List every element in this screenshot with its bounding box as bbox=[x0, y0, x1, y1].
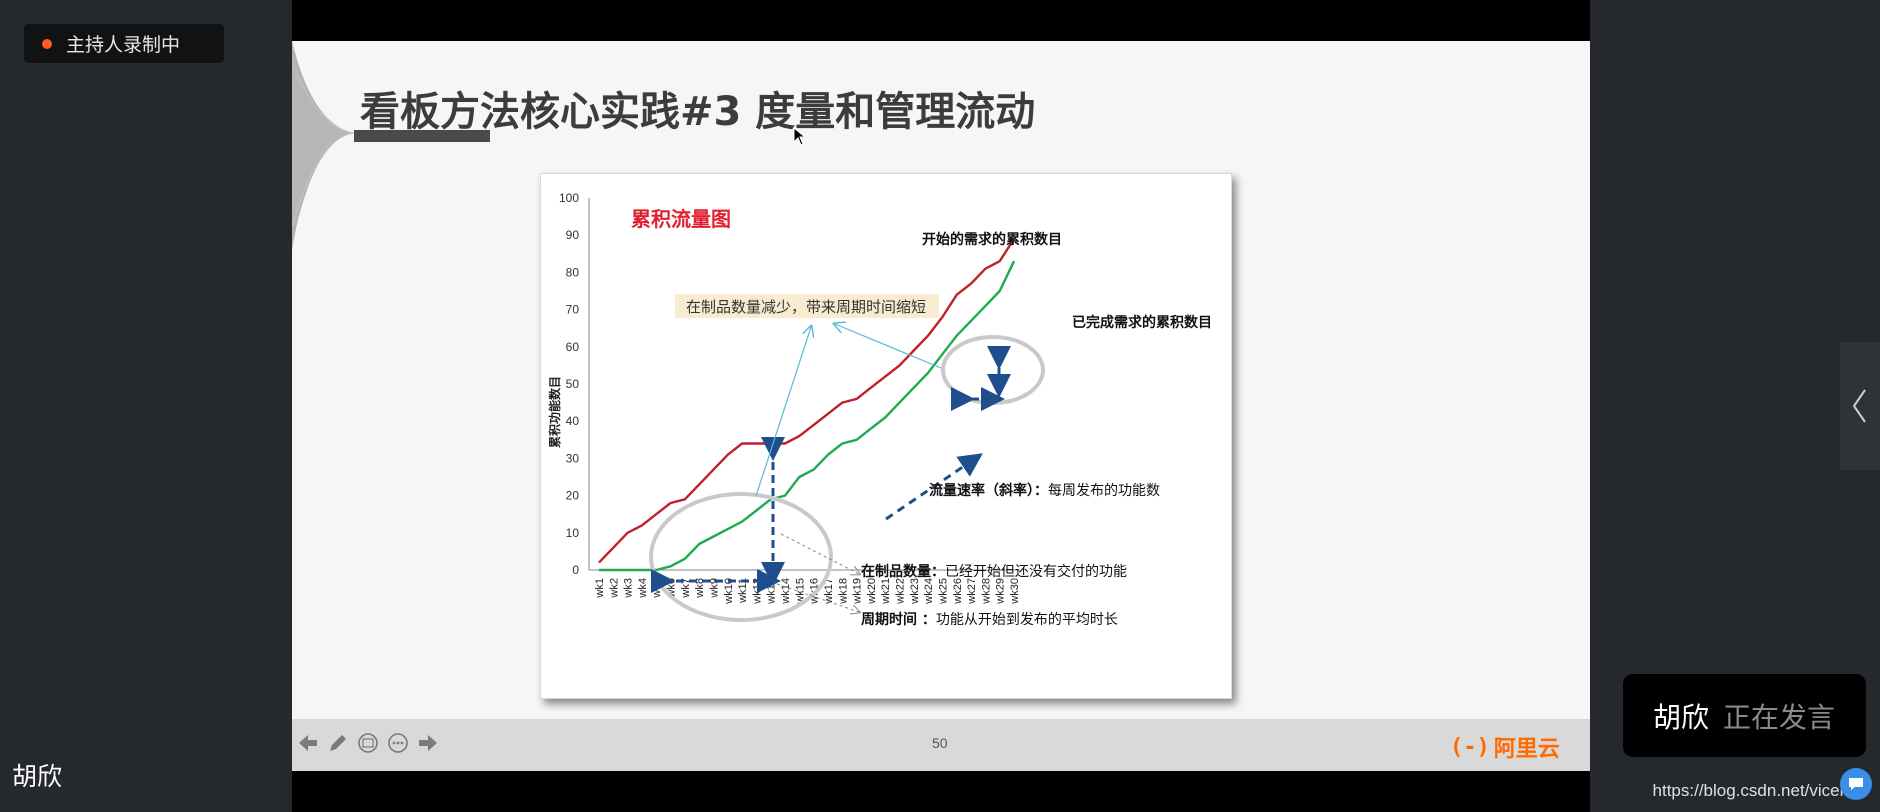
x-tick-label: wk21 bbox=[880, 578, 892, 605]
collapse-panel-button[interactable] bbox=[1840, 342, 1880, 470]
cycle-text: 功能从开始到发布的平均时长 bbox=[936, 612, 1118, 628]
callout-pointer-right bbox=[835, 324, 942, 369]
throughput-arrow bbox=[885, 453, 983, 521]
x-tick-label: wk18 bbox=[837, 578, 849, 605]
y-axis-label: 累积功能数目 bbox=[547, 376, 562, 448]
y-tick-label: 0 bbox=[572, 563, 579, 577]
y-tick-label: 40 bbox=[566, 414, 580, 428]
speaking-indicator: 胡欣 正在发言 bbox=[1623, 674, 1866, 757]
x-tick-label: wk2 bbox=[608, 578, 620, 599]
late-highlight-ellipse bbox=[941, 335, 1045, 405]
cumulative-flow-chart: 0 10 20 30 40 50 60 70 80 90 100 wk1 wk2 wk3 wk4 wk5 wk… bbox=[540, 173, 1232, 699]
page-number: 50 bbox=[932, 735, 948, 751]
speaker-name: 胡欣 bbox=[1653, 700, 1710, 734]
y-tick-label: 80 bbox=[566, 265, 580, 279]
recording-badge[interactable]: 主持人录制中 bbox=[24, 24, 224, 63]
next-slide-arrow-icon[interactable] bbox=[416, 731, 440, 755]
wip-bold: 在制品数量： bbox=[861, 563, 945, 580]
y-tick-label: 10 bbox=[566, 526, 580, 540]
more-options-icon[interactable] bbox=[386, 731, 410, 755]
throughput-annotation: 流量速率（斜率）：每周发布的功能数 bbox=[929, 482, 1160, 499]
aliyun-text: 阿里云 bbox=[1493, 737, 1560, 762]
callout-pointer-left bbox=[755, 327, 811, 497]
x-tick-label: wk1 bbox=[594, 578, 606, 599]
y-tick-labels: 0 10 20 30 40 50 60 70 80 90 100 bbox=[559, 191, 579, 577]
recording-label: 主持人录制中 bbox=[66, 34, 181, 56]
y-tick-label: 60 bbox=[566, 340, 580, 354]
wip-pointer bbox=[780, 533, 859, 574]
wip-highlight-ellipse bbox=[649, 492, 833, 622]
started-series-line bbox=[598, 238, 1016, 564]
recording-dot-icon bbox=[42, 38, 52, 49]
x-tick-label: wk24 bbox=[923, 578, 935, 605]
pen-icon[interactable] bbox=[326, 731, 350, 755]
x-tick-label: wk25 bbox=[937, 578, 949, 605]
x-tick-label: wk22 bbox=[895, 578, 907, 605]
series-label-done: 已完成需求的累积数目 bbox=[1072, 314, 1212, 331]
aliyun-logo: (-) 阿里云 bbox=[1450, 731, 1560, 763]
y-tick-label: 30 bbox=[566, 451, 580, 465]
wip-text: 已经开始但还没有交付的功能 bbox=[945, 563, 1127, 580]
completed-series-line bbox=[599, 260, 1016, 572]
y-tick-label: 50 bbox=[566, 377, 580, 391]
left-panel: 主持人录制中 胡欣 bbox=[0, 0, 292, 812]
source-watermark: https://blog.csdn.net/vicenan bbox=[1652, 781, 1868, 800]
wip-annotation: 在制品数量：已经开始但还没有交付的功能 bbox=[861, 563, 1127, 580]
x-tick-label: wk15 bbox=[794, 578, 806, 605]
y-tick-label: 100 bbox=[559, 191, 579, 205]
x-tick-label: wk4 bbox=[637, 578, 649, 599]
x-tick-label: wk20 bbox=[866, 578, 878, 605]
speaking-status: 正在发言 bbox=[1723, 700, 1836, 734]
aliyun-mark-icon: (-) bbox=[1450, 734, 1490, 760]
x-tick-label: wk3 bbox=[623, 578, 635, 599]
x-tick-label: wk30 bbox=[1009, 578, 1021, 605]
callout-text: 在制品数量减少，带来周期时间缩短 bbox=[686, 298, 926, 316]
series-label-started: 开始的需求的累积数目 bbox=[922, 231, 1062, 248]
slide-decoration bbox=[292, 41, 355, 251]
presenter-name: 胡欣 bbox=[12, 762, 63, 791]
slide-sorter-icon[interactable] bbox=[356, 731, 380, 755]
x-tick-label: wk27 bbox=[966, 578, 978, 605]
cycle-bold: 周期时间 ： bbox=[861, 611, 936, 628]
right-panel: 胡欣 正在发言 https://blog.csdn.net/vicenan bbox=[1590, 0, 1880, 812]
chart-annotations bbox=[649, 294, 1045, 622]
x-tick-label: wk17 bbox=[823, 578, 835, 605]
cycle-pointer bbox=[776, 583, 859, 612]
slide-footer: 50 (-) 阿里云 bbox=[292, 719, 1590, 771]
chart-title: 累积流量图 bbox=[631, 207, 731, 231]
callout-box bbox=[675, 294, 939, 318]
x-tick-label: wk28 bbox=[980, 578, 992, 605]
throughput-bold: 流量速率（斜率）： bbox=[929, 482, 1048, 499]
x-tick-label: wk19 bbox=[852, 578, 864, 605]
x-tick-label: wk26 bbox=[952, 578, 964, 605]
x-tick-label: wk29 bbox=[995, 578, 1007, 605]
mouse-cursor-icon bbox=[793, 127, 807, 146]
prev-slide-arrow-icon[interactable] bbox=[296, 731, 320, 755]
y-tick-label: 70 bbox=[566, 303, 580, 317]
y-tick-label: 20 bbox=[566, 489, 580, 503]
chart-series bbox=[598, 238, 1016, 572]
slide: 看板方法核心实践#3 度量和管理流动 0 10 20 30 40 50 60 70 80 90 10… bbox=[292, 41, 1590, 771]
x-tick-label: wk23 bbox=[909, 578, 921, 605]
title-underline bbox=[354, 130, 490, 142]
y-tick-label: 90 bbox=[566, 228, 580, 242]
throughput-text: 每周发布的功能数 bbox=[1048, 483, 1160, 499]
slide-title: 看板方法核心实践#3 度量和管理流动 bbox=[360, 89, 1036, 135]
presentation-stage: 看板方法核心实践#3 度量和管理流动 0 10 20 30 40 50 60 70 80 90 10… bbox=[292, 0, 1590, 812]
slide-nav bbox=[296, 731, 440, 755]
x-tick-label: wk14 bbox=[780, 578, 792, 605]
chat-bubble-icon[interactable] bbox=[1840, 768, 1872, 800]
cycle-annotation: 周期时间 ：功能从开始到发布的平均时长 bbox=[861, 611, 1118, 628]
chevron-left-icon bbox=[1852, 389, 1866, 423]
